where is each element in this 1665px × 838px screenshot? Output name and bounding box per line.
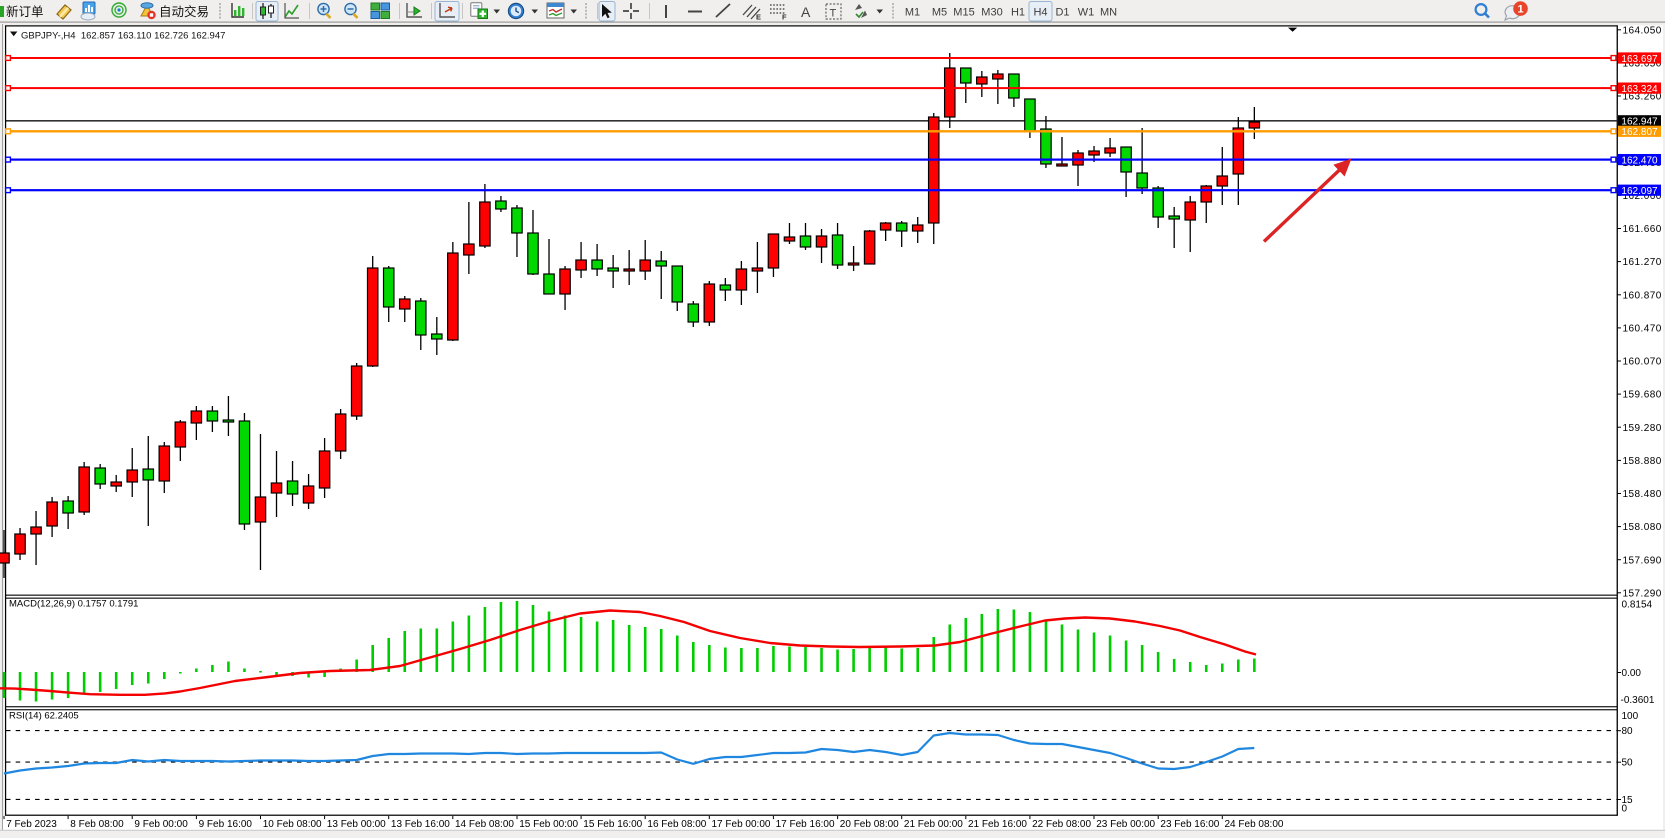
svg-text:24 Feb 08:00: 24 Feb 08:00 <box>1225 819 1284 830</box>
svg-text:9 Feb 16:00: 9 Feb 16:00 <box>199 819 253 830</box>
svg-text:9 Feb 00:00: 9 Feb 00:00 <box>134 819 188 830</box>
svg-text:50: 50 <box>1622 758 1634 769</box>
svg-text:H4: H4 <box>1033 7 1047 19</box>
svg-text:161.660: 161.660 <box>1623 224 1662 235</box>
svg-text:RSI(14) 62.2405: RSI(14) 62.2405 <box>9 710 79 721</box>
svg-text:自动交易: 自动交易 <box>159 4 209 19</box>
svg-text:164.050: 164.050 <box>1623 25 1662 36</box>
svg-text:162.807: 162.807 <box>1621 127 1658 138</box>
svg-text:160.470: 160.470 <box>1623 324 1662 335</box>
svg-text:M1: M1 <box>905 7 920 19</box>
svg-text:158.080: 158.080 <box>1623 522 1662 533</box>
svg-text:0.00: 0.00 <box>1622 668 1642 679</box>
svg-text:159.680: 159.680 <box>1623 390 1662 401</box>
svg-text:T: T <box>830 7 837 19</box>
svg-text:F: F <box>782 13 787 22</box>
svg-text:158.880: 158.880 <box>1623 456 1662 467</box>
svg-text:14 Feb 08:00: 14 Feb 08:00 <box>455 819 514 830</box>
svg-text:M30: M30 <box>981 7 1002 19</box>
svg-text:22 Feb 08:00: 22 Feb 08:00 <box>1032 819 1091 830</box>
svg-text:15 Feb 16:00: 15 Feb 16:00 <box>583 819 642 830</box>
svg-text:20 Feb 08:00: 20 Feb 08:00 <box>840 819 899 830</box>
svg-text:GBPJPY-,H4 162.857 163.110 16: GBPJPY-,H4 162.857 163.110 162.726 162.9… <box>21 31 225 42</box>
svg-text:MN: MN <box>1100 7 1117 19</box>
svg-text:162.060: 162.060 <box>1623 191 1662 202</box>
svg-text:新订单: 新订单 <box>6 4 44 19</box>
svg-text:1: 1 <box>1517 4 1523 16</box>
svg-text:162.470: 162.470 <box>1621 155 1658 166</box>
svg-text:157.290: 157.290 <box>1623 588 1662 599</box>
svg-text:163.324: 163.324 <box>1621 84 1658 95</box>
svg-text:W1: W1 <box>1078 7 1095 19</box>
svg-text:16 Feb 08:00: 16 Feb 08:00 <box>647 819 706 830</box>
svg-text:M15: M15 <box>953 7 974 19</box>
svg-text:MACD(12,26,9) 0.1757 0.1791: MACD(12,26,9) 0.1757 0.1791 <box>9 599 138 610</box>
svg-text:80: 80 <box>1622 726 1634 737</box>
svg-text:0.8154: 0.8154 <box>1622 599 1653 610</box>
svg-text:100: 100 <box>1622 711 1639 722</box>
svg-text:13 Feb 00:00: 13 Feb 00:00 <box>327 819 386 830</box>
svg-text:163.650: 163.650 <box>1623 59 1662 70</box>
svg-text:H1: H1 <box>1011 7 1025 19</box>
svg-text:D1: D1 <box>1055 7 1069 19</box>
svg-text:8 Feb 08:00: 8 Feb 08:00 <box>70 819 124 830</box>
svg-text:0: 0 <box>1622 804 1628 815</box>
svg-text:161.270: 161.270 <box>1623 257 1662 268</box>
svg-text:158.480: 158.480 <box>1623 489 1662 500</box>
svg-text:15: 15 <box>1622 795 1634 806</box>
svg-text:160.070: 160.070 <box>1623 357 1662 368</box>
svg-text:163.260: 163.260 <box>1623 92 1662 103</box>
svg-text:159.280: 159.280 <box>1623 423 1662 434</box>
svg-text:13 Feb 16:00: 13 Feb 16:00 <box>391 819 450 830</box>
svg-text:E: E <box>756 13 761 22</box>
svg-text:162.947: 162.947 <box>1621 117 1658 128</box>
svg-text:162.097: 162.097 <box>1621 186 1658 197</box>
svg-text:163.697: 163.697 <box>1621 54 1658 65</box>
svg-text:15 Feb 00:00: 15 Feb 00:00 <box>519 819 578 830</box>
svg-text:17 Feb 00:00: 17 Feb 00:00 <box>712 819 771 830</box>
svg-text:23 Feb 00:00: 23 Feb 00:00 <box>1096 819 1155 830</box>
svg-text:M5: M5 <box>932 7 947 19</box>
svg-text:A: A <box>801 4 811 20</box>
svg-text:17 Feb 16:00: 17 Feb 16:00 <box>776 819 835 830</box>
svg-text:160.870: 160.870 <box>1623 290 1662 301</box>
svg-text:-0.3601: -0.3601 <box>1621 695 1655 706</box>
svg-text:7 Feb 2023: 7 Feb 2023 <box>6 819 57 830</box>
svg-text:10 Feb 08:00: 10 Feb 08:00 <box>263 819 322 830</box>
svg-text:21 Feb 00:00: 21 Feb 00:00 <box>904 819 963 830</box>
svg-text:23 Feb 16:00: 23 Feb 16:00 <box>1160 819 1219 830</box>
svg-text:21 Feb 16:00: 21 Feb 16:00 <box>968 819 1027 830</box>
svg-text:157.690: 157.690 <box>1623 555 1662 566</box>
